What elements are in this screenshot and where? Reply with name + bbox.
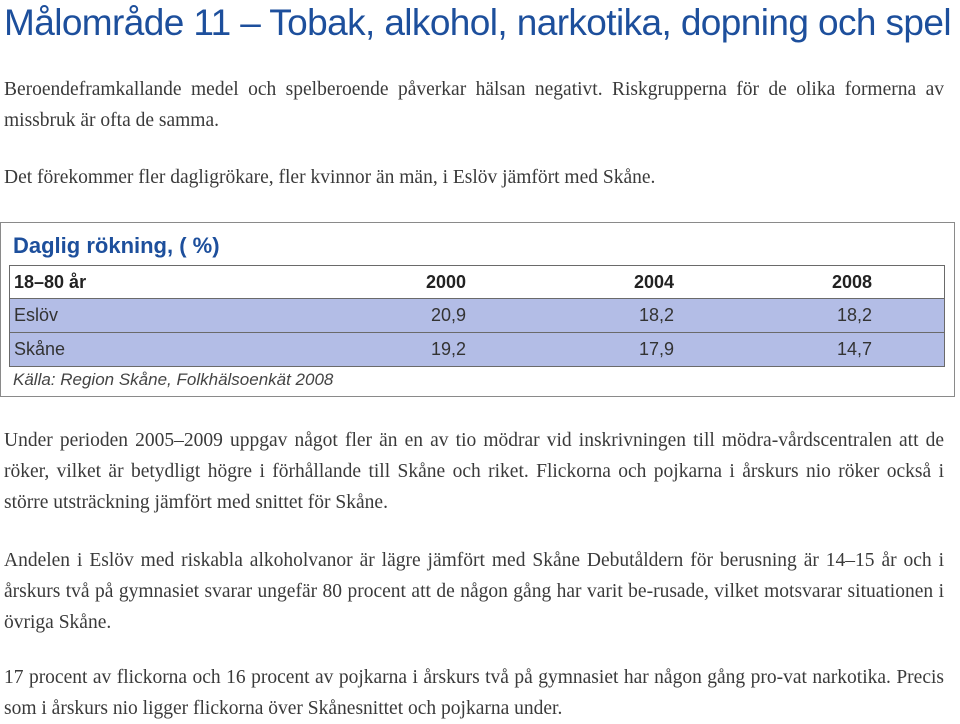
cell-skane-2000: 19,2	[430, 339, 466, 359]
cell-eslov-2004: 18,2	[638, 305, 674, 325]
cell-skane-2008: 14,7	[836, 339, 872, 359]
header-cell-2000: 2000	[425, 272, 466, 292]
narcotics-paragraph: 17 procent av flickorna och 16 procent a…	[4, 667, 944, 719]
header-cell-age: 18–80 år	[14, 272, 87, 292]
row-label-skane: Skåne	[14, 339, 66, 359]
header-cell-2004: 2004	[633, 272, 674, 292]
smoking-table-box: Daglig rökning, ( %) 18–80 år 2000 2004 …	[0, 222, 955, 397]
intro-paragraph: Beroendeframkallande medel och spelberoe…	[4, 79, 944, 131]
page-title: Målområde 11 – Tobak, alkohol, narkotika…	[4, 2, 952, 43]
cell-skane-2004: 17,9	[638, 339, 674, 359]
table-source: Källa: Region Skåne, Folkhälsoenkät 2008	[13, 370, 334, 389]
alcohol-paragraph: Andelen i Eslöv med riskabla alkoholvano…	[4, 550, 944, 633]
table-title: Daglig rökning, ( %)	[13, 233, 220, 258]
cell-eslov-2008: 18,2	[836, 305, 872, 325]
row-label-eslov: Eslöv	[14, 305, 59, 325]
smoking-paragraph: Det förekommer fler dagligrökare, fler k…	[4, 167, 656, 188]
maternity-paragraph: Under perioden 2005–2009 uppgav något fl…	[4, 430, 944, 513]
table-row: Skåne 19,2 17,9 14,7	[9, 333, 945, 367]
header-cell-2008: 2008	[831, 272, 872, 292]
table-row: Eslöv 20,9 18,2 18,2	[9, 299, 945, 333]
table-header-row: 18–80 år 2000 2004 2008	[9, 265, 945, 299]
cell-eslov-2000: 20,9	[430, 305, 466, 325]
